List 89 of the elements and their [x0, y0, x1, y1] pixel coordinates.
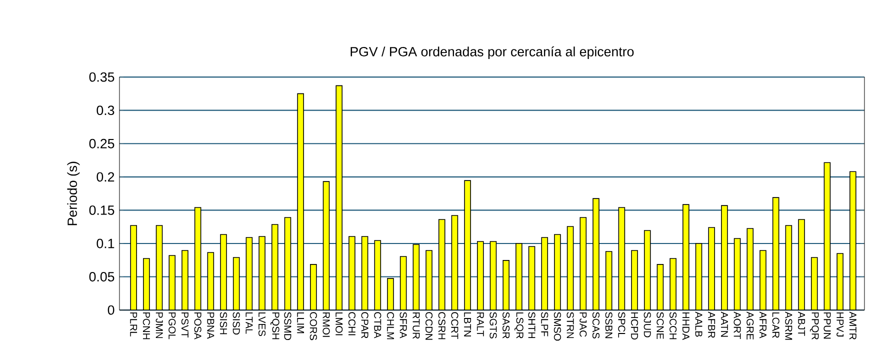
x-tick-label: AMTR [849, 312, 856, 340]
x-tick-label: SSMD [284, 312, 292, 340]
x-tick-label: AALB [695, 312, 702, 337]
x-tick-label: AORT [734, 312, 741, 340]
x-tick-label: SHTH [528, 312, 536, 338]
x-tick-label: PSVT [181, 312, 189, 338]
bar [490, 241, 497, 310]
y-tick-label: 0.25 [89, 138, 114, 148]
x-tick-label: SPCL [618, 312, 626, 338]
y-tick-label: 0.15 [89, 205, 114, 215]
x-tick-label: SCNE [656, 312, 664, 339]
x-tick-label: PJAC [580, 312, 587, 337]
bar [194, 207, 202, 310]
bar [772, 197, 780, 310]
x-tick-label: CORS [310, 312, 317, 340]
x-tick-label: RALT [476, 312, 484, 336]
y-tick-label: 0 [108, 305, 114, 315]
x-tick-label: SGTS [490, 312, 497, 338]
x-tick-label: PPUN [824, 312, 831, 339]
x-tick-label: AFRA [760, 312, 766, 338]
x-tick-label: PGOL [168, 312, 176, 340]
x-tick-label: SISD [232, 312, 240, 335]
x-tick-label: RMOI [322, 312, 330, 337]
x-tick-label: HHDA [682, 312, 690, 340]
x-tick-label: LCAR [772, 312, 780, 338]
x-tick-label: PQSH [270, 312, 280, 340]
y-tick-label: 0.1 [96, 238, 114, 248]
chart-title: PGV / PGA ordenadas por cercanía al epicentro [350, 46, 634, 60]
bar [156, 225, 163, 310]
bar [361, 236, 368, 310]
bar [695, 243, 702, 310]
x-tick-label: AFBR [708, 312, 716, 338]
x-tick-label: PJMN [156, 312, 163, 338]
x-tick-label: CCDN [425, 312, 433, 340]
bar [400, 256, 407, 310]
y-tick-label: 0.05 [89, 272, 114, 282]
bar [284, 217, 292, 310]
x-tick-label: CPAR [361, 312, 368, 338]
x-tick-label: SCCH [670, 312, 677, 340]
x-tick-label: PLRL [130, 312, 138, 336]
x-tick-label: CTBA [374, 312, 382, 338]
x-tick-label: HPVJ [836, 312, 844, 336]
y-tick-label: 0.2 [96, 172, 114, 182]
x-tick-label: POSA [194, 312, 202, 340]
bar [785, 225, 792, 310]
x-tick-label: PPQR [810, 312, 819, 340]
x-tick-label: SJUD [644, 312, 651, 338]
x-tick-label: PBNA [207, 312, 214, 339]
x-tick-label: SASR [502, 312, 510, 338]
bar [451, 215, 458, 310]
y-axis-title: Periodo (s) [67, 162, 80, 226]
x-tick-label: HCPD [630, 312, 638, 340]
y-tick-label: 0.35 [89, 72, 114, 82]
bar [322, 181, 330, 310]
bar [618, 207, 626, 310]
x-tick-label: LMOI [336, 312, 343, 336]
x-tick-label: LSQR [514, 312, 524, 338]
x-tick-label: LBTN [464, 312, 471, 336]
x-tick-label: SFRA [400, 312, 407, 338]
x-tick-label: SSBN [605, 312, 612, 338]
bar [412, 244, 420, 310]
x-tick-label: SLPF [541, 312, 548, 336]
bar [232, 257, 240, 310]
x-tick-label: PCNH [142, 312, 150, 340]
x-tick-label: SMSO [554, 312, 562, 341]
bar [734, 238, 741, 310]
x-tick-label: AGRE [746, 312, 754, 340]
x-tick-label: SCAS [592, 312, 600, 338]
x-tick-label: CSRH [438, 312, 446, 340]
x-tick-label: STRN [566, 312, 574, 338]
x-tick-label: LVES [258, 312, 266, 336]
bar [246, 237, 253, 310]
bar [528, 246, 536, 310]
x-tick-label: LTAL [246, 312, 253, 334]
x-tick-label: ABJT [798, 312, 806, 336]
x-tick-label: LLIM [297, 312, 304, 334]
y-tick-label: 0.3 [96, 106, 114, 116]
bar [824, 162, 831, 310]
x-tick-label: CHLM [386, 312, 394, 340]
bar [566, 226, 574, 310]
x-tick-label: ASRM [785, 312, 792, 340]
x-tick-label: AATN [721, 312, 728, 337]
x-tick-label: CCHI [348, 312, 356, 336]
x-tick-label: CCRT [451, 312, 458, 340]
bar [605, 251, 612, 310]
x-tick-label: SISH [220, 312, 228, 334]
bar [207, 252, 214, 310]
bar [580, 217, 587, 310]
x-tick-label: RTUR [412, 312, 420, 339]
